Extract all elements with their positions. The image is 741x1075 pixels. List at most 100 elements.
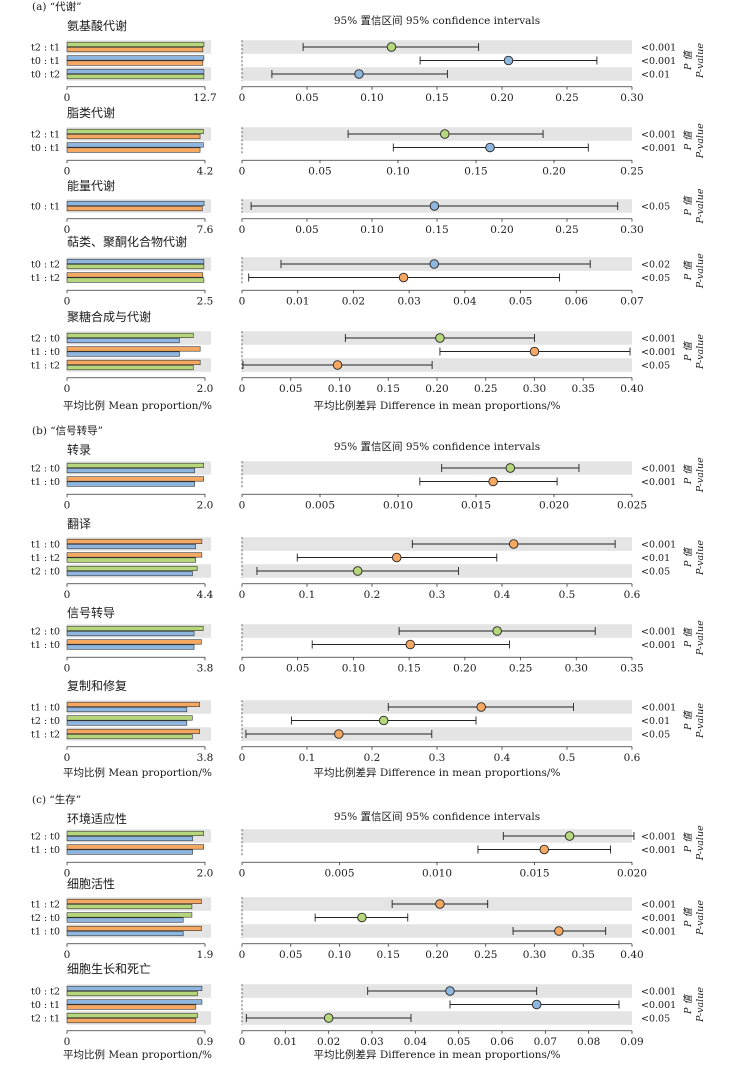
p-value: <0.001 <box>641 703 676 714</box>
p-axis-title: P 值 P-value <box>683 620 706 656</box>
panel-title: 氨基酸代谢 <box>67 18 127 33</box>
diff-tick-label: 0 <box>239 224 246 236</box>
mean-tick-label: 2.0 <box>197 383 214 395</box>
mean-bar <box>66 925 202 932</box>
diff-tick-label: 0.015 <box>519 867 549 879</box>
p-value: <0.001 <box>641 464 676 475</box>
p-label-cn: P 值 <box>683 832 694 853</box>
diff-point <box>352 566 363 576</box>
p-label-en: P-value <box>695 620 706 656</box>
panel-2: 能量代谢 t0 : t1 <0.05 0 7.6 0 0.05 0.10 0.15 0.20 0.2… <box>31 178 706 236</box>
ci-header: 95% 置信区间 95% confidence intervals <box>334 440 540 453</box>
diff-tick-label: 0.005 <box>305 499 335 511</box>
mean-tick-label: 0 <box>64 92 71 104</box>
diff-point <box>391 552 402 563</box>
panel-0: (a) “代谢” 95% 置信区间 95% confidence interval… <box>31 0 706 104</box>
diff-tick-label: 0.02 <box>342 295 365 307</box>
p-label-en: P-value <box>695 457 706 493</box>
row-label: t1 : t2 <box>31 273 60 284</box>
mean-bar <box>66 272 204 278</box>
row-label: t1 : t2 <box>31 730 60 741</box>
diff-point <box>357 912 367 923</box>
row-label: t0 : t1 <box>31 1000 60 1011</box>
diff-tick-label: 0 <box>239 867 246 879</box>
diff-tick-label: 0.20 <box>490 224 513 236</box>
diff-tick-label: 0.08 <box>577 1036 600 1048</box>
diff-point <box>332 360 343 370</box>
mean-tick-label: 0 <box>64 499 71 511</box>
diff-point <box>503 55 514 66</box>
p-label-en: P-value <box>695 540 706 576</box>
diff-tick-label: 0.3 <box>429 752 446 764</box>
row-label: t1 : t0 <box>31 540 60 551</box>
diff-point <box>429 201 440 211</box>
mean-bar <box>66 481 195 487</box>
panel-8: 复制和修复 t1 : t0 <0.001 t2 : t0 <0.01 t1 : t2 <0.… <box>31 678 706 779</box>
p-value: <0.001 <box>641 130 676 141</box>
p-label-en: P-value <box>695 900 706 936</box>
p-value: <0.01 <box>641 716 670 727</box>
ci-header: 95% 置信区间 95% confidence intervals <box>334 14 540 27</box>
diff-tick-label: 0.025 <box>617 499 647 511</box>
mean-bar <box>66 557 196 563</box>
diff-tick-label: 0.05 <box>295 224 318 236</box>
p-value: <0.001 <box>641 477 676 488</box>
row-stripe-right <box>242 1011 632 1025</box>
diff-tick-label: 0 <box>239 165 246 177</box>
p-label-cn: P 值 <box>683 260 694 281</box>
row-label: t1 : t2 <box>31 553 60 564</box>
mean-bar <box>66 134 201 140</box>
p-value: <0.001 <box>641 347 676 358</box>
mean-bar <box>66 206 203 212</box>
p-value: <0.001 <box>641 927 676 938</box>
diff-tick-label: 0.05 <box>279 383 302 395</box>
diff-point <box>435 899 445 909</box>
p-label-cn: P 值 <box>683 130 694 151</box>
panel-11: 细胞生长和死亡 t0 : t2 <0.001 t0 : t1 <0.001 t2 : t1… <box>31 962 706 1061</box>
mean-bar <box>66 467 195 474</box>
diff-tick-label: 0.15 <box>464 165 487 177</box>
diff-tick-label: 0 <box>239 383 246 395</box>
mean-bar <box>66 985 203 992</box>
p-axis-title: P 值 P-value <box>683 253 706 289</box>
diff-tick-label: 0 <box>239 662 246 674</box>
diff-point <box>405 639 416 650</box>
diff-tick-label: 0.020 <box>617 867 647 879</box>
p-label-cn: P 值 <box>683 50 694 71</box>
diff-tick-label: 0.30 <box>565 662 588 674</box>
mean-tick-label: 2.0 <box>197 499 214 511</box>
diff-tick-label: 0.30 <box>620 224 643 236</box>
diff-tick-label: 0.15 <box>377 949 400 961</box>
p-value: <0.001 <box>641 832 676 843</box>
diff-tick-label: 0.15 <box>425 224 448 236</box>
section-label: (a) “代谢” <box>32 0 82 13</box>
mean-bar <box>66 351 180 357</box>
diff-tick-label: 0.20 <box>542 165 565 177</box>
panel-7: 信号转导 t2 : t0 <0.001 t1 : t0 <0.001 0 3.8 0 0.05 0… <box>31 605 706 674</box>
row-label: t2 : t0 <box>31 627 60 638</box>
diff-tick-label: 0 <box>239 295 246 307</box>
p-label-en: P-value <box>695 123 706 159</box>
mean-bar <box>66 1012 198 1019</box>
panel-3: 萜类、聚酮化合物代谢 t0 : t2 <0.02 t1 : t2 <0.05 0 2.5 0 0… <box>31 234 706 307</box>
row-stripe-right <box>242 461 632 475</box>
p-label-cn: P 值 <box>683 547 694 568</box>
diff-tick-label: 0 <box>239 589 246 601</box>
section-label: (b) “信号转导” <box>32 424 103 437</box>
p-value: <0.001 <box>641 43 676 54</box>
p-axis-title: P 值 P-value <box>683 334 706 370</box>
mean-bar <box>66 990 198 997</box>
mean-axis-title: 平均比例 Mean proportion/% <box>63 1048 212 1061</box>
diff-point <box>554 926 564 936</box>
panel-title: 脂类代谢 <box>67 105 115 120</box>
diff-tick-label: 0.07 <box>620 295 643 307</box>
diff-tick-label: 0.30 <box>523 949 546 961</box>
diff-point <box>440 129 450 139</box>
diff-tick-label: 0.20 <box>425 383 448 395</box>
diff-tick-label: 0.35 <box>572 949 595 961</box>
diff-point <box>476 702 486 712</box>
diff-tick-label: 0.25 <box>555 224 578 236</box>
row-label: t0 : t1 <box>31 202 60 213</box>
panel-title: 聚糖合成与代谢 <box>67 309 151 324</box>
